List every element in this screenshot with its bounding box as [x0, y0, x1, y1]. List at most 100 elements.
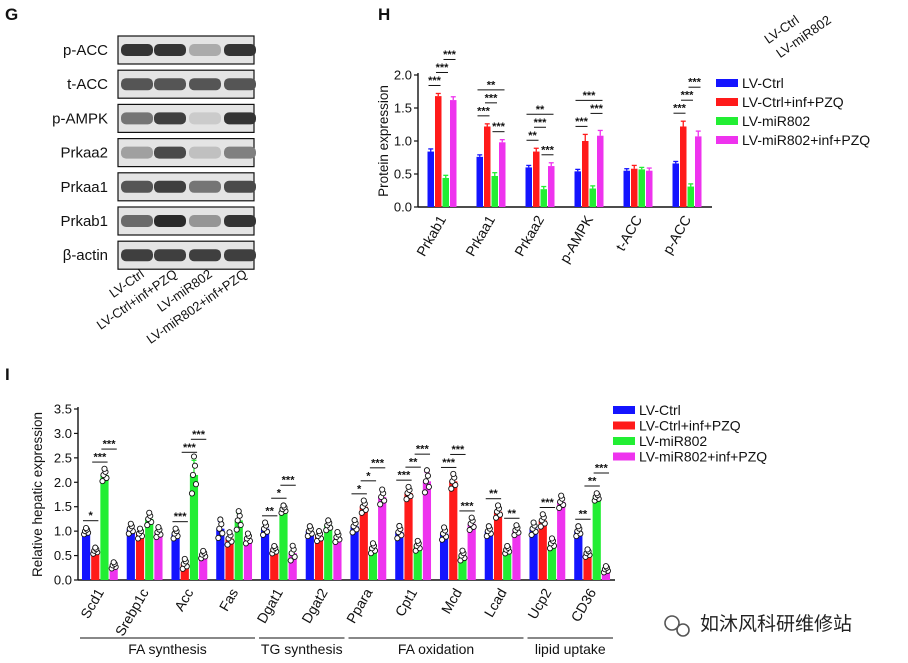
blot-row-label: Prkaa2 [60, 145, 108, 162]
data-point [504, 542, 511, 550]
data-point [237, 521, 244, 529]
category-label: Cpt1 [392, 585, 421, 619]
bar [450, 100, 457, 207]
category-label: Ucp2 [524, 585, 554, 621]
significance-label: ** [265, 505, 274, 517]
y-tick-label: 0.0 [394, 200, 412, 215]
significance-label: *** [541, 144, 555, 156]
data-point [439, 536, 446, 543]
data-point [369, 540, 377, 547]
legend-label: LV-Ctrl+inf+PZQ [639, 418, 741, 434]
data-point [394, 535, 401, 542]
significance-label: *** [371, 457, 385, 469]
legend-swatch [613, 452, 635, 461]
legend-swatch [716, 98, 738, 106]
panel-g: G p-ACC t-ACC p-AMPK Prkaa2 Prkaa1 Prkab1 β-ac… [5, 5, 256, 347]
y-tick-label: 2.5 [54, 450, 72, 465]
bar [135, 533, 145, 580]
blot-row-label: β-actin [63, 247, 108, 264]
significance-label: * [366, 470, 371, 482]
legend-swatch [716, 117, 738, 125]
blot-band [154, 215, 186, 227]
data-point [405, 483, 412, 490]
significance-label: ** [508, 508, 517, 520]
bar [260, 528, 270, 580]
bar [435, 96, 442, 207]
bar [145, 518, 154, 580]
data-point [99, 478, 106, 485]
significance-label: *** [451, 444, 465, 456]
bar [533, 151, 540, 207]
data-point [136, 525, 144, 532]
data-point [233, 526, 240, 533]
data-point [358, 509, 365, 516]
significance-label: ** [489, 488, 498, 500]
data-point [593, 490, 600, 497]
data-point [377, 501, 384, 508]
bar [589, 188, 596, 207]
data-point [200, 547, 207, 554]
blot-band [189, 44, 221, 56]
data-point [459, 547, 466, 554]
significance-label: ** [409, 457, 418, 469]
bar [199, 554, 208, 580]
data-point [575, 523, 582, 530]
y-axis-label: Protein expression [376, 85, 391, 197]
legend-swatch [613, 406, 635, 414]
bar [540, 189, 547, 207]
category-label: Prkaa1 [462, 212, 498, 259]
significance-label: *** [461, 500, 475, 512]
data-point [485, 523, 492, 530]
bar [413, 545, 422, 580]
data-point [226, 529, 233, 536]
data-point [379, 486, 386, 493]
bar [288, 553, 297, 580]
blot-row-label: p-ACC [63, 42, 108, 59]
y-tick-label: 0.5 [54, 548, 72, 563]
chart-i: 0.0 0.5 1.0 1.5 2.0 2.5 3.0 3.5 Relative hepatic… [30, 402, 767, 658]
category-label: Dgat2 [298, 585, 331, 626]
bar [100, 474, 109, 580]
blot-band [189, 112, 221, 125]
y-tick-label: 1.0 [54, 524, 72, 539]
western-blot-rows: p-ACC t-ACC p-AMPK Prkaa2 Prkaa1 Prkab1 β-acti… [52, 35, 256, 270]
bar [154, 532, 163, 580]
data-point [280, 502, 287, 509]
significance-label: *** [192, 429, 206, 441]
bar [476, 156, 483, 207]
data-point [360, 497, 367, 504]
bar [484, 531, 493, 580]
bar [427, 151, 434, 207]
blot-band [154, 180, 186, 193]
category-label: Dgat1 [253, 585, 286, 626]
significance-label: ** [487, 79, 496, 91]
data-point [349, 529, 356, 536]
category-label: Acc [171, 586, 197, 614]
bar [592, 496, 601, 580]
significance-label: *** [673, 103, 687, 115]
bar [467, 523, 476, 580]
group-label: FA oxidation [398, 641, 474, 657]
data-point [494, 502, 502, 509]
data-point [172, 525, 179, 532]
data-point [448, 485, 455, 492]
blot-band [224, 146, 256, 159]
category-label: Lcad [481, 586, 510, 620]
legend-swatch [613, 437, 635, 445]
bar [574, 171, 581, 207]
data-point [334, 529, 341, 536]
data-point [414, 537, 421, 544]
legend-label: LV-miR802+inf+PZQ [742, 132, 870, 148]
bar [333, 537, 342, 580]
bar [225, 538, 234, 580]
category-label: p-AMPK [556, 212, 596, 266]
y-tick-label: 0.5 [394, 167, 412, 182]
bar [234, 520, 243, 580]
blot-band [224, 215, 256, 227]
data-point [188, 490, 196, 497]
category-label: p-ACC [659, 213, 694, 257]
bar [279, 509, 288, 580]
group-label: FA synthesis [128, 641, 207, 657]
